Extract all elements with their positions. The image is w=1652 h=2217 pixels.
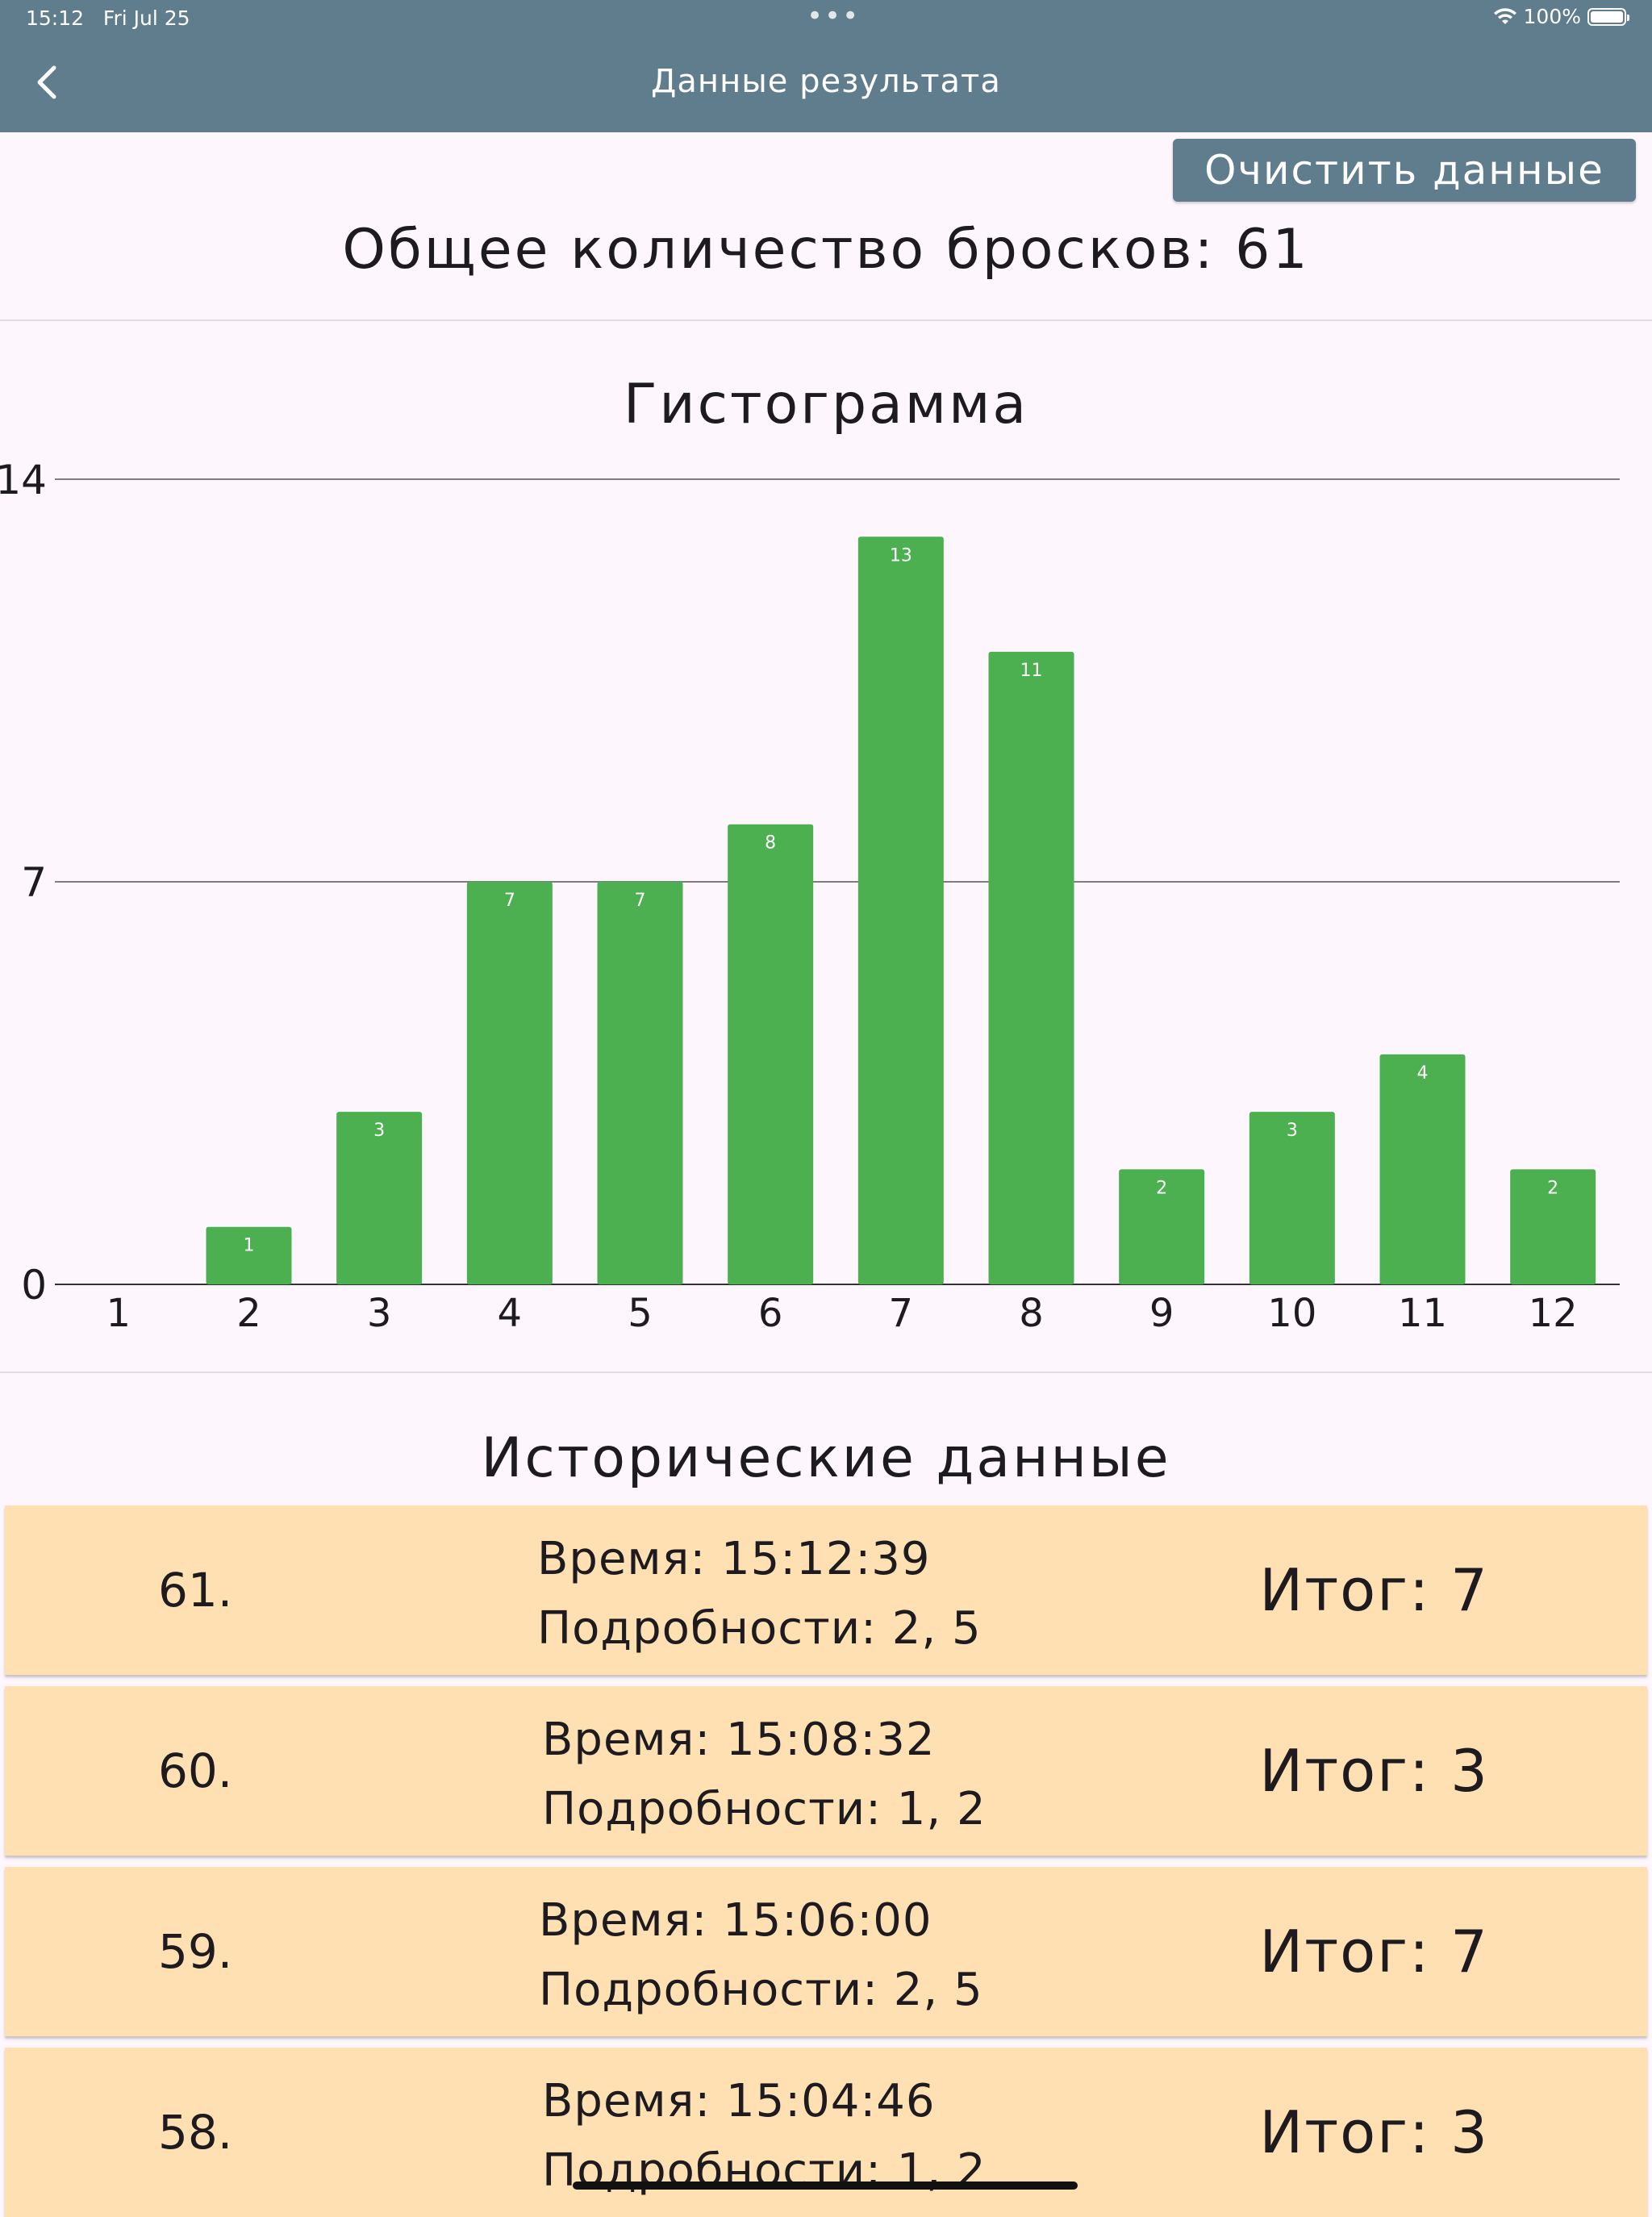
histogram-bar <box>466 882 553 1284</box>
x-tick-label: 8 <box>1019 1291 1044 1336</box>
history-row-details: Время: 15:06:00 Подробности: 2, 5 <box>539 1886 983 2025</box>
history-row-dice: Подробности: 2, 5 <box>539 1964 983 2016</box>
histogram-bar <box>1249 1112 1335 1284</box>
history-row-time: Время: 15:06:00 <box>539 1894 932 1947</box>
divider <box>0 319 1652 321</box>
y-tick-label: 0 <box>21 1262 47 1309</box>
page-title: Данные результата <box>651 63 1001 100</box>
history-row-details: Время: 15:12:39 Подробности: 2, 5 <box>537 1525 982 1664</box>
history-row-result: Итог: 7 <box>1259 1556 1489 1624</box>
status-indicators: 100% <box>1493 5 1629 28</box>
x-tick-label: 12 <box>1529 1291 1578 1336</box>
history-row-time: Время: 15:08:32 <box>542 1714 936 1766</box>
bar-value-label: 8 <box>765 833 776 854</box>
histogram-bar <box>728 824 814 1284</box>
battery-percent: 100% <box>1523 5 1581 28</box>
history-row[interactable]: 60. Время: 15:08:32 Подробности: 1, 2 Ит… <box>5 1686 1647 1856</box>
x-tick-label: 3 <box>367 1291 392 1336</box>
history-row-result: Итог: 7 <box>1259 1918 1489 1985</box>
x-tick-label: 5 <box>628 1291 653 1336</box>
x-tick-label: 11 <box>1398 1291 1447 1336</box>
histogram-bar <box>336 1112 423 1284</box>
bar-value-label: 11 <box>1020 661 1043 681</box>
history-row-number: 61. <box>158 1563 233 1618</box>
chevron-left-icon <box>37 65 56 99</box>
clear-data-button[interactable]: Очистить данные <box>1173 139 1636 202</box>
y-tick-label: 7 <box>21 859 47 906</box>
history-row-details: Время: 15:08:32 Подробности: 1, 2 <box>542 1706 987 1844</box>
history-row[interactable]: 61. Время: 15:12:39 Подробности: 2, 5 Ит… <box>5 1505 1647 1675</box>
histogram-bar <box>1510 1169 1596 1284</box>
x-tick-label: 6 <box>758 1291 783 1336</box>
histogram-bar <box>206 1226 292 1284</box>
x-tick-label: 2 <box>236 1291 261 1336</box>
history-row-result: Итог: 3 <box>1259 2098 1489 2166</box>
history-row-dice: Подробности: 1, 2 <box>542 1783 987 1835</box>
bar-value-label: 4 <box>1417 1063 1429 1083</box>
bar-value-label: 3 <box>1287 1121 1298 1141</box>
history-row-time: Время: 15:12:39 <box>537 1533 931 1585</box>
history-row-number: 60. <box>158 1743 233 1798</box>
history-row[interactable]: 58. Время: 15:04:46 Подробности: 1, 2 Ит… <box>5 2048 1647 2217</box>
divider <box>0 1372 1652 1373</box>
bar-value-label: 2 <box>1156 1178 1167 1198</box>
x-tick-label: 4 <box>498 1291 523 1336</box>
bar-value-label: 7 <box>635 891 646 911</box>
x-tick-label: 10 <box>1267 1291 1316 1336</box>
histogram-bar <box>597 882 683 1284</box>
history-row-number: 58. <box>158 2105 233 2160</box>
bar-value-label: 7 <box>504 891 515 911</box>
battery-icon <box>1587 7 1629 26</box>
back-button[interactable] <box>23 58 71 106</box>
history-row-number: 59. <box>158 1924 233 1979</box>
y-tick-label: 14 <box>0 457 47 503</box>
history-row[interactable]: 59. Время: 15:06:00 Подробности: 2, 5 Ит… <box>5 1867 1647 2036</box>
total-throws: Общее количество бросков: 61 <box>342 218 1310 282</box>
bar-value-label: 3 <box>373 1121 385 1141</box>
histogram-title: Гистограмма <box>623 373 1029 436</box>
status-time: 15:12 Fri Jul 25 <box>26 6 190 30</box>
x-tick-label: 9 <box>1149 1291 1174 1336</box>
bar-value-label: 13 <box>890 545 912 566</box>
history-title: Исторические данные <box>481 1426 1171 1490</box>
history-row-result: Итог: 3 <box>1259 1737 1489 1805</box>
histogram-bar <box>1119 1169 1205 1284</box>
status-date: Fri Jul 25 <box>102 6 190 30</box>
history-row-dice: Подробности: 1, 2 <box>542 2144 987 2197</box>
wifi-icon <box>1493 7 1516 24</box>
bar-value-label: 2 <box>1547 1178 1558 1198</box>
histogram-bar <box>1379 1054 1466 1284</box>
histogram-bar <box>857 537 944 1284</box>
history-row-time: Время: 15:04:46 <box>542 2075 936 2127</box>
status-clock: 15:12 <box>26 6 85 30</box>
home-indicator <box>573 2182 1078 2190</box>
bar-value-label: 1 <box>244 1236 255 1256</box>
history-row-dice: Подробности: 2, 5 <box>537 1602 982 1655</box>
app-bar: 15:12 Fri Jul 25 ••• 100% Данные результ… <box>0 0 1652 132</box>
x-tick-label: 1 <box>106 1291 131 1336</box>
multitasking-dots-icon[interactable]: ••• <box>807 0 861 32</box>
x-tick-label: 7 <box>889 1291 914 1336</box>
histogram-bar <box>988 651 1074 1284</box>
